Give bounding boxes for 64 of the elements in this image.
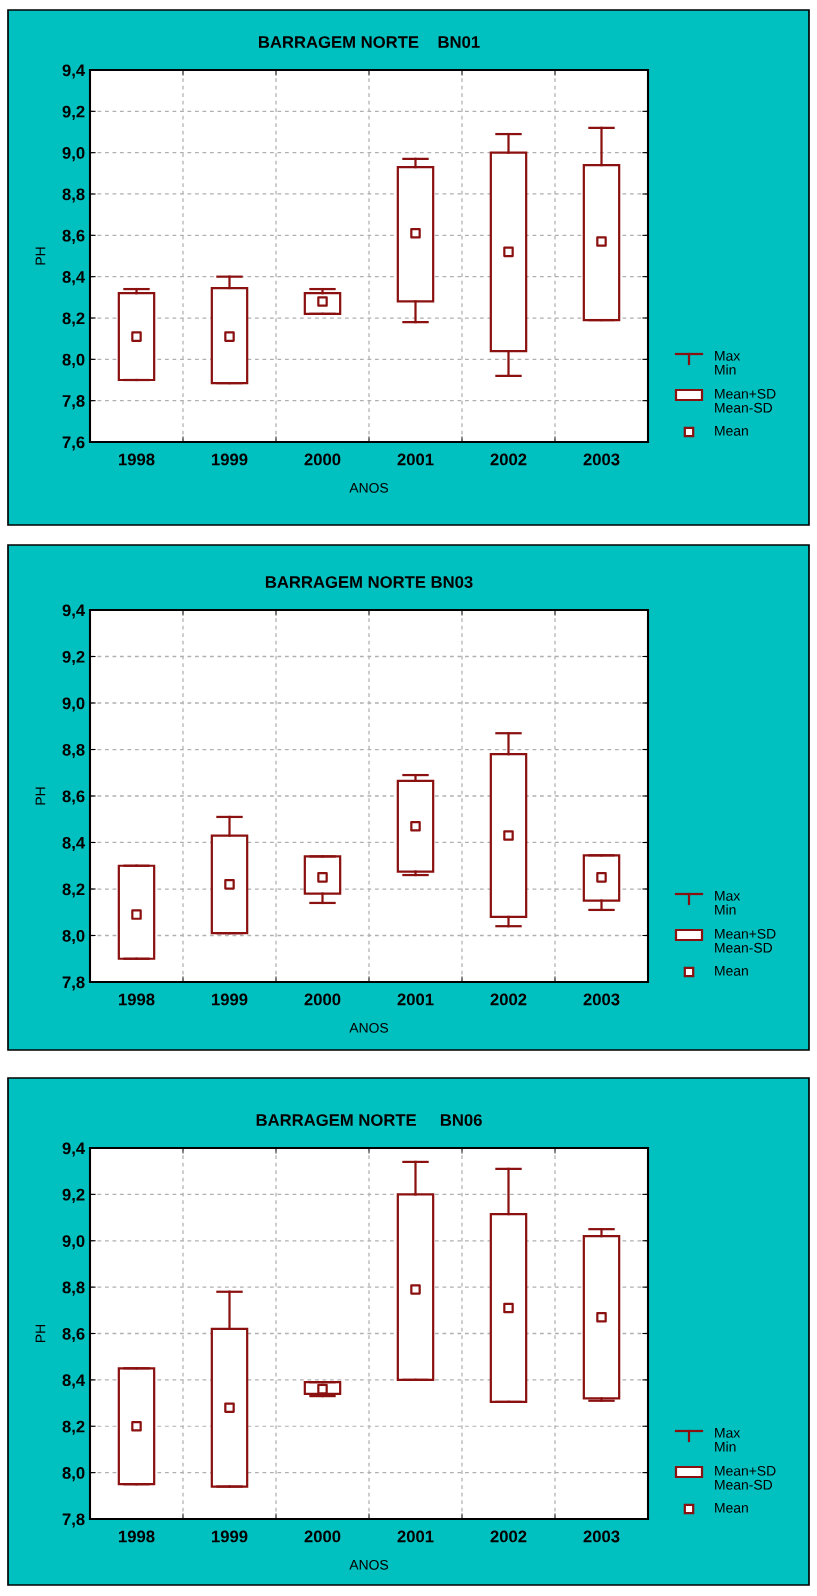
y-tick-label: 8,0 xyxy=(62,353,85,368)
y-tick-label: 9,0 xyxy=(62,147,85,162)
x-tick-label: 2000 xyxy=(304,453,341,466)
x-tick-label: 1998 xyxy=(119,993,155,1006)
y-tick-label: 8,6 xyxy=(62,790,85,805)
y-axis-title: PH xyxy=(35,1324,46,1343)
x-tick-label: 1999 xyxy=(212,453,248,466)
y-tick-label: 9,0 xyxy=(62,1235,85,1250)
text: Mean+SD Mean-SD xyxy=(715,928,776,953)
x-tick-label: 2003 xyxy=(583,993,620,1006)
y-axis-title: PH xyxy=(35,787,46,805)
y-tick-label: 9,4 xyxy=(62,64,86,79)
chart-title: BARRAGEM NORTE BN06 xyxy=(256,1114,482,1126)
text: Mean+SD Mean-SD xyxy=(715,388,776,413)
y-tick-label: 8,2 xyxy=(62,1420,85,1435)
x-tick-label: 2000 xyxy=(304,1530,341,1543)
x-axis-title: ANOS xyxy=(349,482,389,493)
y-tick-label: 9,4 xyxy=(62,604,86,619)
y-tick-label: 8,6 xyxy=(62,1327,85,1343)
y-tick-label: 8,0 xyxy=(62,929,85,945)
x-tick-label: 1999 xyxy=(212,1530,248,1543)
text: Max Min xyxy=(715,891,741,915)
x-tick-label: 2001 xyxy=(397,993,434,1006)
y-tick-label: 8,2 xyxy=(62,883,85,898)
y-tick-label: 9,2 xyxy=(62,1188,85,1203)
x-tick-label: 2000 xyxy=(304,993,341,1006)
y-tick-label: 8,4 xyxy=(62,836,86,852)
x-tick-label: 1999 xyxy=(212,993,248,1006)
y-tick-label: 7,6 xyxy=(62,436,85,451)
chart-title: BARRAGEM NORTE BN03 xyxy=(265,576,473,588)
y-tick-label: 9,4 xyxy=(62,1142,86,1157)
x-tick-label: 2003 xyxy=(583,1530,620,1543)
x-tick-label: 2003 xyxy=(583,453,620,466)
x-tick-label: 2001 xyxy=(397,453,434,466)
x-tick-label: 1998 xyxy=(119,1530,155,1543)
x-tick-label: 2002 xyxy=(490,453,527,466)
chart-title: BARRAGEM NORTE BN01 xyxy=(258,36,480,48)
y-tick-label: 9,2 xyxy=(62,650,85,666)
y-tick-label: 8,6 xyxy=(62,229,85,244)
y-tick-label: 8,8 xyxy=(62,188,85,203)
x-tick-label: 2002 xyxy=(490,993,527,1006)
y-tick-label: 8,8 xyxy=(62,743,85,759)
y-tick-label: 8,8 xyxy=(62,1281,85,1296)
y-tick-label: 9,0 xyxy=(62,697,85,712)
x-tick-label: 2002 xyxy=(490,1530,527,1543)
text: Max Min xyxy=(715,1428,741,1452)
y-axis-title: PH xyxy=(35,247,46,265)
y-tick-label: 8,4 xyxy=(62,271,86,286)
y-tick-label: 8,0 xyxy=(62,1467,85,1482)
y-tick-label: 7,8 xyxy=(62,976,85,991)
text: Mean+SD Mean-SD xyxy=(715,1465,776,1490)
x-tick-label: 2001 xyxy=(397,1530,434,1543)
y-tick-label: 7,8 xyxy=(62,1513,85,1528)
x-axis-title: ANOS xyxy=(349,1559,389,1570)
y-tick-label: 8,4 xyxy=(62,1374,86,1389)
y-tick-label: 8,2 xyxy=(62,312,85,327)
y-tick-label: 9,2 xyxy=(62,105,85,120)
x-tick-label: 1998 xyxy=(119,453,155,466)
text: Mean xyxy=(715,966,748,976)
x-axis-title: ANOS xyxy=(349,1022,389,1033)
text: Mean xyxy=(715,426,748,436)
y-tick-label: 7,8 xyxy=(62,395,85,410)
text: Max Min xyxy=(715,351,741,375)
text: Mean xyxy=(715,1503,748,1513)
